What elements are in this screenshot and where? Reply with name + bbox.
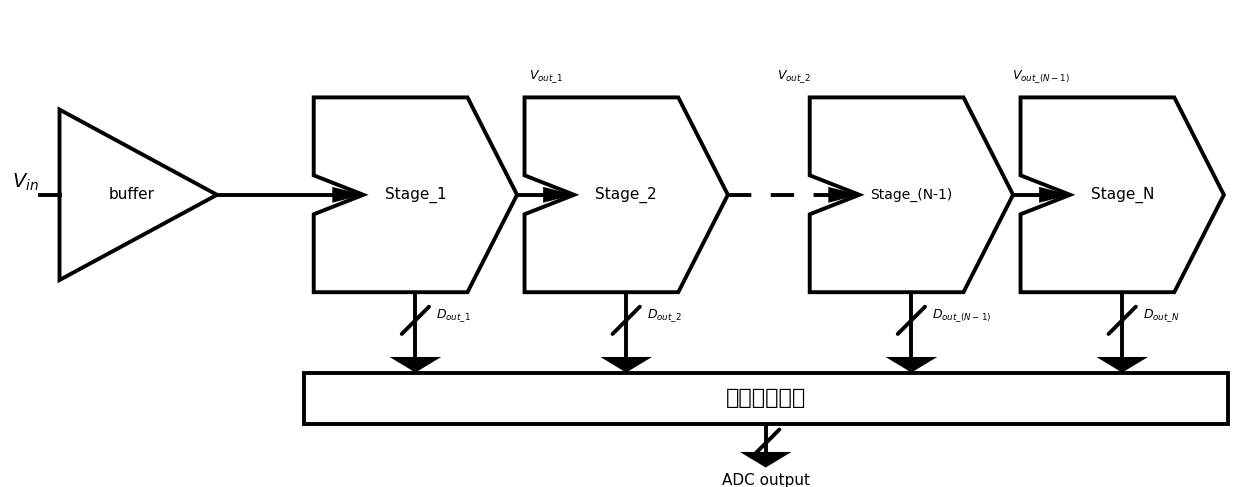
- Text: $V_{out\_2}$: $V_{out\_2}$: [776, 69, 811, 85]
- Polygon shape: [1039, 187, 1070, 203]
- Text: ADC output: ADC output: [722, 473, 810, 487]
- Polygon shape: [389, 357, 441, 373]
- Text: Stage_(N-1): Stage_(N-1): [870, 187, 952, 202]
- Text: $V_{out\_1}$: $V_{out\_1}$: [528, 69, 563, 85]
- Text: buffer: buffer: [109, 187, 155, 202]
- Polygon shape: [543, 187, 574, 203]
- Text: 数字校正模块: 数字校正模块: [725, 388, 806, 408]
- Text: $V_{out\_(N-1)}$: $V_{out\_(N-1)}$: [1013, 69, 1070, 85]
- Polygon shape: [740, 452, 791, 468]
- Text: Stage_2: Stage_2: [595, 187, 657, 203]
- Polygon shape: [828, 187, 859, 203]
- Text: $D_{out\_(N-1)}$: $D_{out\_(N-1)}$: [932, 307, 992, 324]
- Text: Stage_N: Stage_N: [1090, 187, 1154, 203]
- Polygon shape: [885, 357, 937, 373]
- Polygon shape: [332, 187, 363, 203]
- Polygon shape: [1096, 357, 1148, 373]
- Text: Stage_1: Stage_1: [384, 187, 446, 203]
- Text: $D_{out\_2}$: $D_{out\_2}$: [647, 307, 682, 324]
- Text: $D_{out\_N}$: $D_{out\_N}$: [1143, 307, 1180, 324]
- Polygon shape: [600, 357, 652, 373]
- Text: $V_{in}$: $V_{in}$: [12, 172, 40, 193]
- Bar: [304, 373, 1228, 424]
- Text: $D_{out\_1}$: $D_{out\_1}$: [436, 307, 471, 324]
